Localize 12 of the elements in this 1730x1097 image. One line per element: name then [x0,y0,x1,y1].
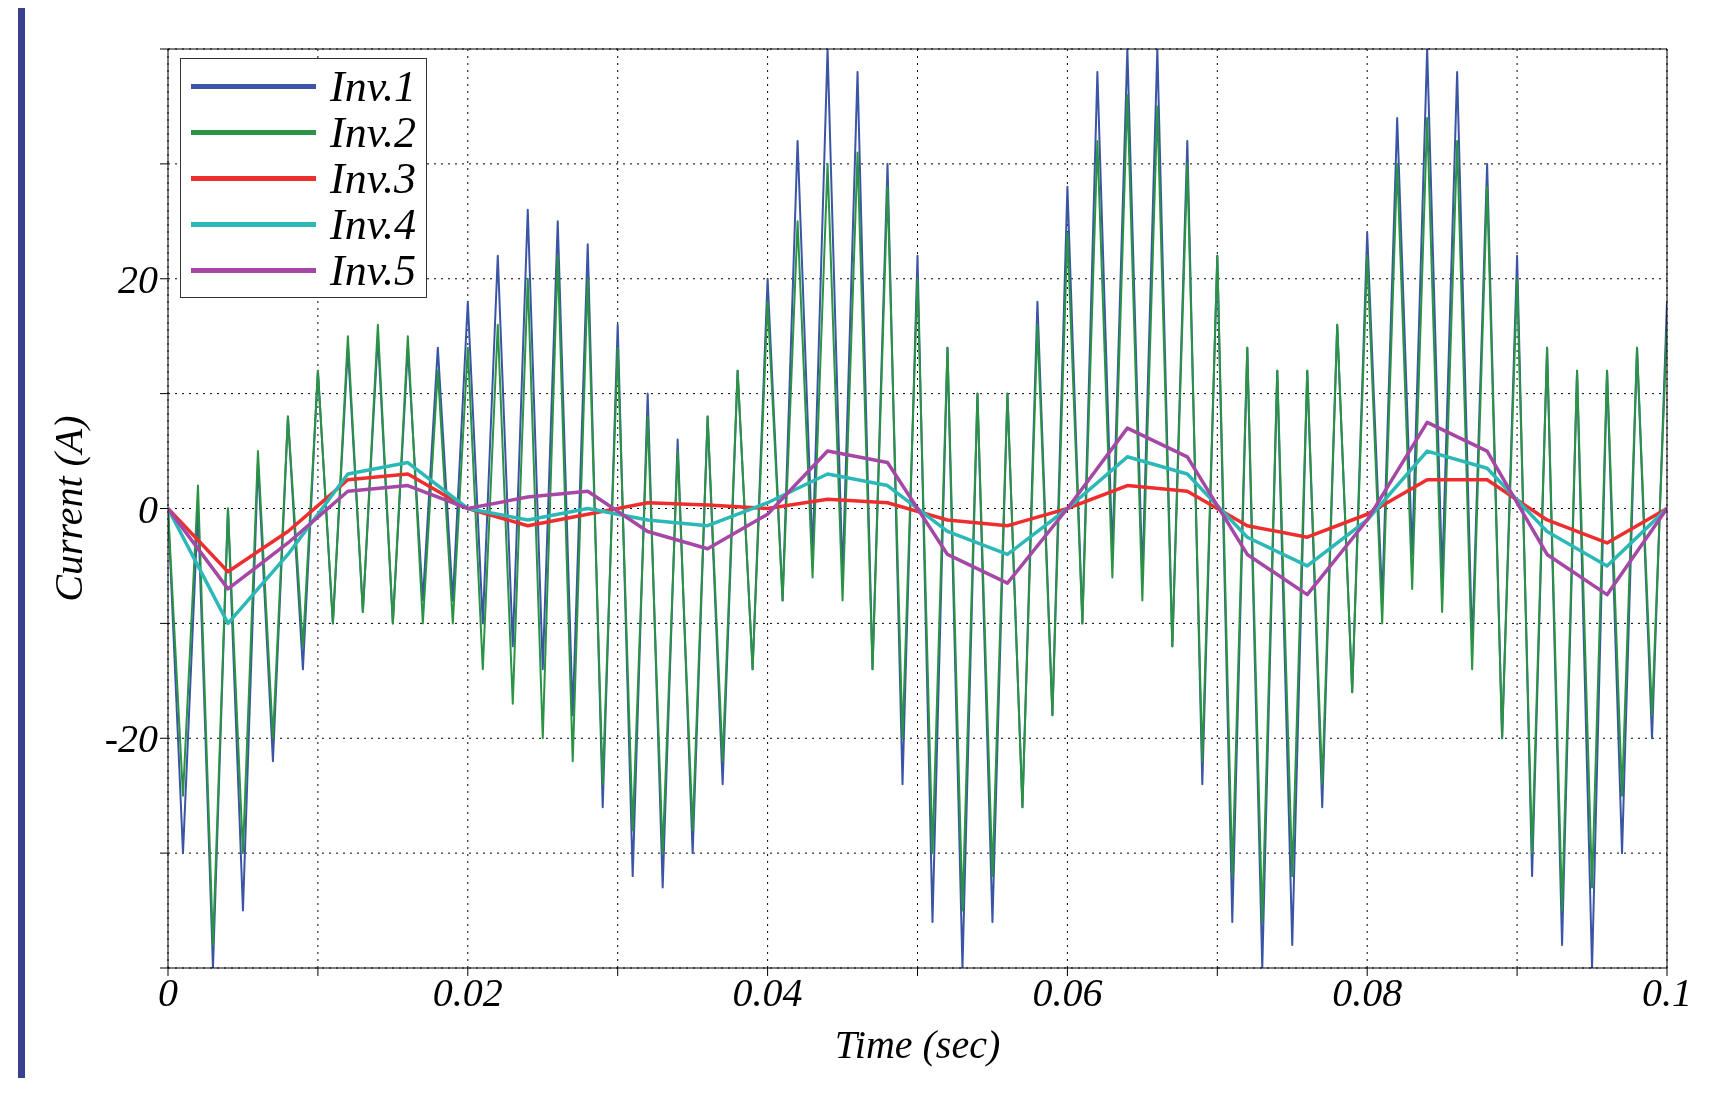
y-tick-label: 0 [138,486,158,532]
x-tick-label: 0.08 [1332,970,1403,1016]
x-axis-title: Time (sec) [834,1022,1001,1067]
x-tick-label: 0.02 [432,970,503,1016]
x-tick-label: 0.04 [732,970,803,1016]
y-tick-label: -20 [104,716,158,762]
x-tick-label: 0.1 [1642,970,1692,1016]
line-series [168,420,1667,597]
y-tick-label: 20 [118,256,158,302]
x-tick-label: 0.06 [1032,970,1103,1016]
y-axis-title: Current (A) [46,415,92,602]
line-series [168,449,1667,626]
